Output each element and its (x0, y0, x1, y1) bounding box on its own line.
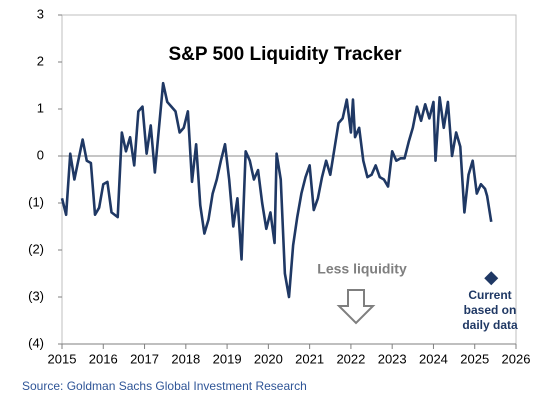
source: Source: Goldman Sachs Global Investment … (22, 379, 307, 393)
y-tick-label: 0 (37, 147, 44, 162)
x-tick-label: 2025 (460, 351, 489, 366)
y-tick-label: (3) (28, 288, 44, 303)
y-tick-label: 1 (37, 100, 44, 115)
x-tick-label: 2024 (419, 351, 448, 366)
x-tick-label: 2015 (48, 351, 77, 366)
current-label: daily data (462, 318, 518, 332)
x-tick-label: 2026 (502, 351, 531, 366)
line-series (60, 81, 493, 299)
y-tick-label: (1) (28, 194, 44, 209)
y-tick-label: 2 (37, 53, 44, 68)
down-arrow (336, 289, 376, 325)
y-tick-label: (4) (28, 335, 44, 350)
annotation: Less liquidity (317, 261, 407, 277)
current-label: Current (468, 288, 511, 302)
x-tick-label: 2016 (89, 351, 118, 366)
x-tick-label: 2023 (378, 351, 407, 366)
x-tick-label: 2020 (254, 351, 283, 366)
x-tick-label: 2018 (171, 351, 200, 366)
y-tick-label: (2) (28, 241, 44, 256)
x-tick-label: 2022 (336, 351, 365, 366)
x-tick-label: 2019 (213, 351, 242, 366)
y-tick-label: 3 (37, 6, 44, 21)
current-label: based on (464, 303, 517, 317)
x-tick-label: 2021 (295, 351, 324, 366)
current-marker (484, 271, 499, 286)
x-tick-label: 2017 (130, 351, 159, 366)
chart-title: S&P 500 Liquidity Tracker (168, 44, 402, 65)
